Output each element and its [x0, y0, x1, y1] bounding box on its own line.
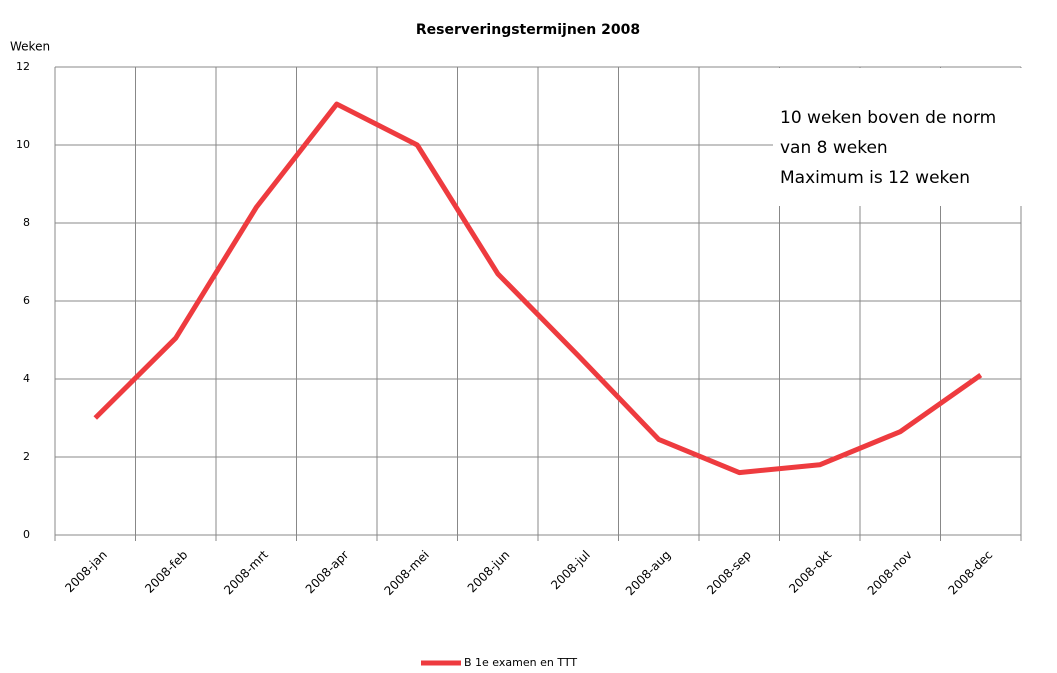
x-tick-label: 2008-jun [465, 548, 513, 596]
y-tick-label: 8 [23, 216, 30, 229]
x-tick-label: 2008-okt [786, 547, 834, 595]
x-tick-label: 2008-jul [548, 548, 593, 593]
chart-title: Reserveringstermijnen 2008 [416, 22, 640, 38]
x-tick-label: 2008-mei [381, 548, 431, 598]
x-tick-label: 2008-jan [62, 548, 109, 595]
x-tick-label: 2008-aug [623, 548, 674, 599]
x-tick-label: 2008-feb [142, 548, 190, 596]
y-tick-label: 6 [23, 294, 30, 307]
y-tick-label: 12 [16, 60, 30, 73]
annotation-text: Maximum is 12 weken [780, 168, 970, 188]
x-tick-label: 2008-dec [946, 548, 996, 598]
y-tick-label: 0 [23, 528, 30, 541]
x-tick-label: 2008-sep [704, 548, 754, 598]
x-tick-label: 2008-mrt [221, 547, 271, 597]
y-tick-label: 4 [23, 372, 30, 385]
y-tick-label: 2 [23, 450, 30, 463]
x-tick-label: 2008-apr [303, 548, 352, 597]
legend-label: B 1e examen en TTT [464, 656, 577, 669]
annotation-box [773, 68, 1057, 206]
x-tick-label: 2008-nov [865, 548, 915, 598]
annotation-text: van 8 weken [780, 138, 888, 158]
y-axis-label: Weken [10, 40, 50, 54]
y-tick-label: 10 [16, 138, 30, 151]
annotation-text: 10 weken boven de norm [780, 108, 996, 128]
data-line [93, 101, 983, 476]
